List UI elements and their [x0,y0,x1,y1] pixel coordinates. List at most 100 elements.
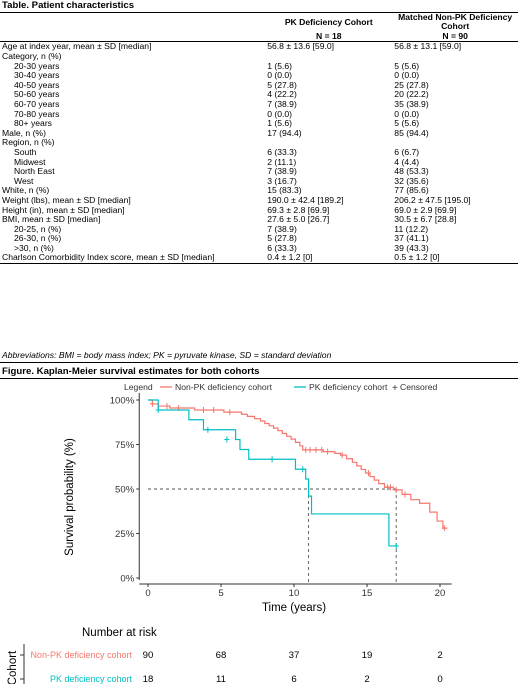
row-label: White, n (%) [2,185,50,196]
row-label: 20-25, n (%) [14,223,62,234]
row-label: 70-80 years [14,108,60,119]
censor-mark [365,469,371,476]
censor-mark [303,446,309,453]
row-label: Charlson Comorbidity Index score, mean ±… [0,253,266,265]
nonpk-value: 0.5 ± 1.2 [0] [392,253,518,265]
table-row: 70-80 years 0 (0.0) 0 (0.0) [0,108,518,120]
row-label: >30, n (%) [14,242,54,253]
x-tick-label: 20 [435,588,446,599]
x-tick-label: 10 [289,588,300,599]
nonpk-value: 35 (38.9) [394,98,429,109]
risk-count: 0 [437,674,442,684]
x-tick-label: 15 [362,588,373,599]
censor-mark [269,456,275,463]
header-cell [0,11,266,32]
table-row: White, n (%) 15 (83.3) 77 (85.6) [0,186,518,196]
censor-mark [205,426,211,433]
abbreviations-note: Abbreviations: BMI = body mass index; PK… [2,350,332,360]
pk-value: 56.8 ± 13.6 [59.0] [267,41,335,52]
table-row: Male, n (%) 17 (94.4) 85 (94.4) [0,127,518,139]
row-label: 60-70 years [14,98,60,109]
row-label: 30-40 years [14,70,60,81]
censor-mark [155,406,161,413]
y-tick-label: 0% [120,574,134,585]
table-row: West 3 (16.7) 32 (35.6) [0,175,518,187]
nonpk-value: 20 (22.2) [394,89,429,100]
table-row: 50-60 years 4 (22.2) 20 (22.2) [0,90,518,100]
pk-value: 27.6 ± 5.0 [26.7] [267,214,330,225]
nonpk-value: 85 (94.4) [394,127,429,138]
row-label: West [14,175,34,186]
table-row: South 6 (33.3) 6 (6.7) [0,147,518,158]
row-label: North East [14,166,55,177]
y-tick-label: 50% [115,485,135,496]
pk-value: 17 (94.4) [267,127,302,138]
censor-mark [227,409,233,416]
pk-value: 1 (5.6) [267,60,293,71]
pk-value: 5 (27.8) [267,79,297,90]
nonpk-value: 39 (43.3) [394,242,429,253]
header-pk-cohort: PK Deficiency Cohort [265,11,393,32]
n-pk: N = 18 [265,31,393,43]
nonpk-value: 56.8 ± 13.1 [59.0] [394,41,462,52]
censor-mark [211,406,217,413]
table-row: Age at index year, mean ± SD [median] 56.… [0,42,518,52]
y-tick-label: 75% [115,440,135,451]
legend-title: Legend [124,384,153,392]
y-tick-label: 25% [115,529,135,540]
nonpk-value: 5 (5.6) [394,118,420,129]
risk-count: 90 [143,650,154,661]
survival-curve-nonpk [148,399,448,529]
risk-table-axis-label: Cohort [7,650,19,684]
risk-count: 2 [437,650,442,661]
pk-value: 69.3 ± 2.8 [69.9] [267,204,330,215]
nonpk-value: 25 (27.8) [394,79,429,90]
censored-legend-icon: + [392,384,398,394]
row-label: 50-60 years [14,89,60,100]
censor-mark [307,446,313,453]
pk-value: 2 (11.1) [267,156,297,167]
censor-mark [313,446,319,453]
censor-mark [200,406,206,413]
n-nonpk: N = 90 [392,31,518,43]
row-label: Height (in), mean ± SD [median] [2,204,125,215]
row-label: Weight (lbs), mean ± SD [median] [2,194,131,205]
censor-mark [387,484,393,491]
table-row: 40-50 years 5 (27.8) 25 (27.8) [0,79,518,91]
censor-mark [441,525,447,532]
row-label: Midwest [14,156,46,167]
table-row: Region, n (%) [0,138,518,148]
risk-table-title: Number at risk [82,627,157,639]
table-row: 20-25, n (%) 7 (38.9) 11 (12.2) [0,223,518,235]
pk-value: 7 (38.9) [267,166,297,177]
nonpk-value: 30.5 ± 6.7 [28.8] [394,214,457,225]
nonpk-value: 4 (4.4) [394,156,420,167]
risk-count: 6 [291,674,296,684]
y-tick-label: 100% [110,396,135,407]
nonpk-value: 69.0 ± 2.9 [69.9] [394,204,457,215]
row-label: 26-30, n (%) [14,233,62,244]
table-row: 60-70 years 7 (38.9) 35 (38.9) [0,98,518,110]
pk-value: 7 (38.9) [267,223,297,234]
risk-count: 2 [364,674,369,684]
nonpk-value: 206.2 ± 47.5 [195.0] [394,194,471,205]
risk-count: 18 [143,674,154,684]
pk-value: 0.4 ± 1.2 [0] [265,253,393,265]
table-row: Weight (lbs), mean ± SD [median] 190.0 ± … [0,194,518,206]
table-row: 26-30, n (%) 5 (27.8) 37 (41.1) [0,234,518,244]
pk-value: 6 (33.3) [267,242,297,253]
censor-mark [393,542,399,549]
pk-value: 190.0 ± 42.4 [189.2] [267,194,344,205]
row-label: Region, n (%) [2,137,55,148]
table-row: 30-40 years 0 (0.0) 0 (0.0) [0,71,518,81]
risk-count: 19 [362,650,373,661]
table-row: 80+ years 1 (5.6) 5 (5.6) [0,119,518,129]
risk-count: 37 [289,650,300,661]
table-row: Charlson Comorbidity Index score, mean ±… [0,253,518,265]
table-row: >30, n (%) 6 (33.3) 39 (43.3) [0,242,518,254]
risk-count: 68 [216,650,227,661]
legend-nonpk-label: Non-PK deficiency cohort [175,384,273,392]
figure-caption-rule [0,378,518,379]
censor-mark [164,403,170,410]
nonpk-value: 37 (41.1) [394,233,429,244]
